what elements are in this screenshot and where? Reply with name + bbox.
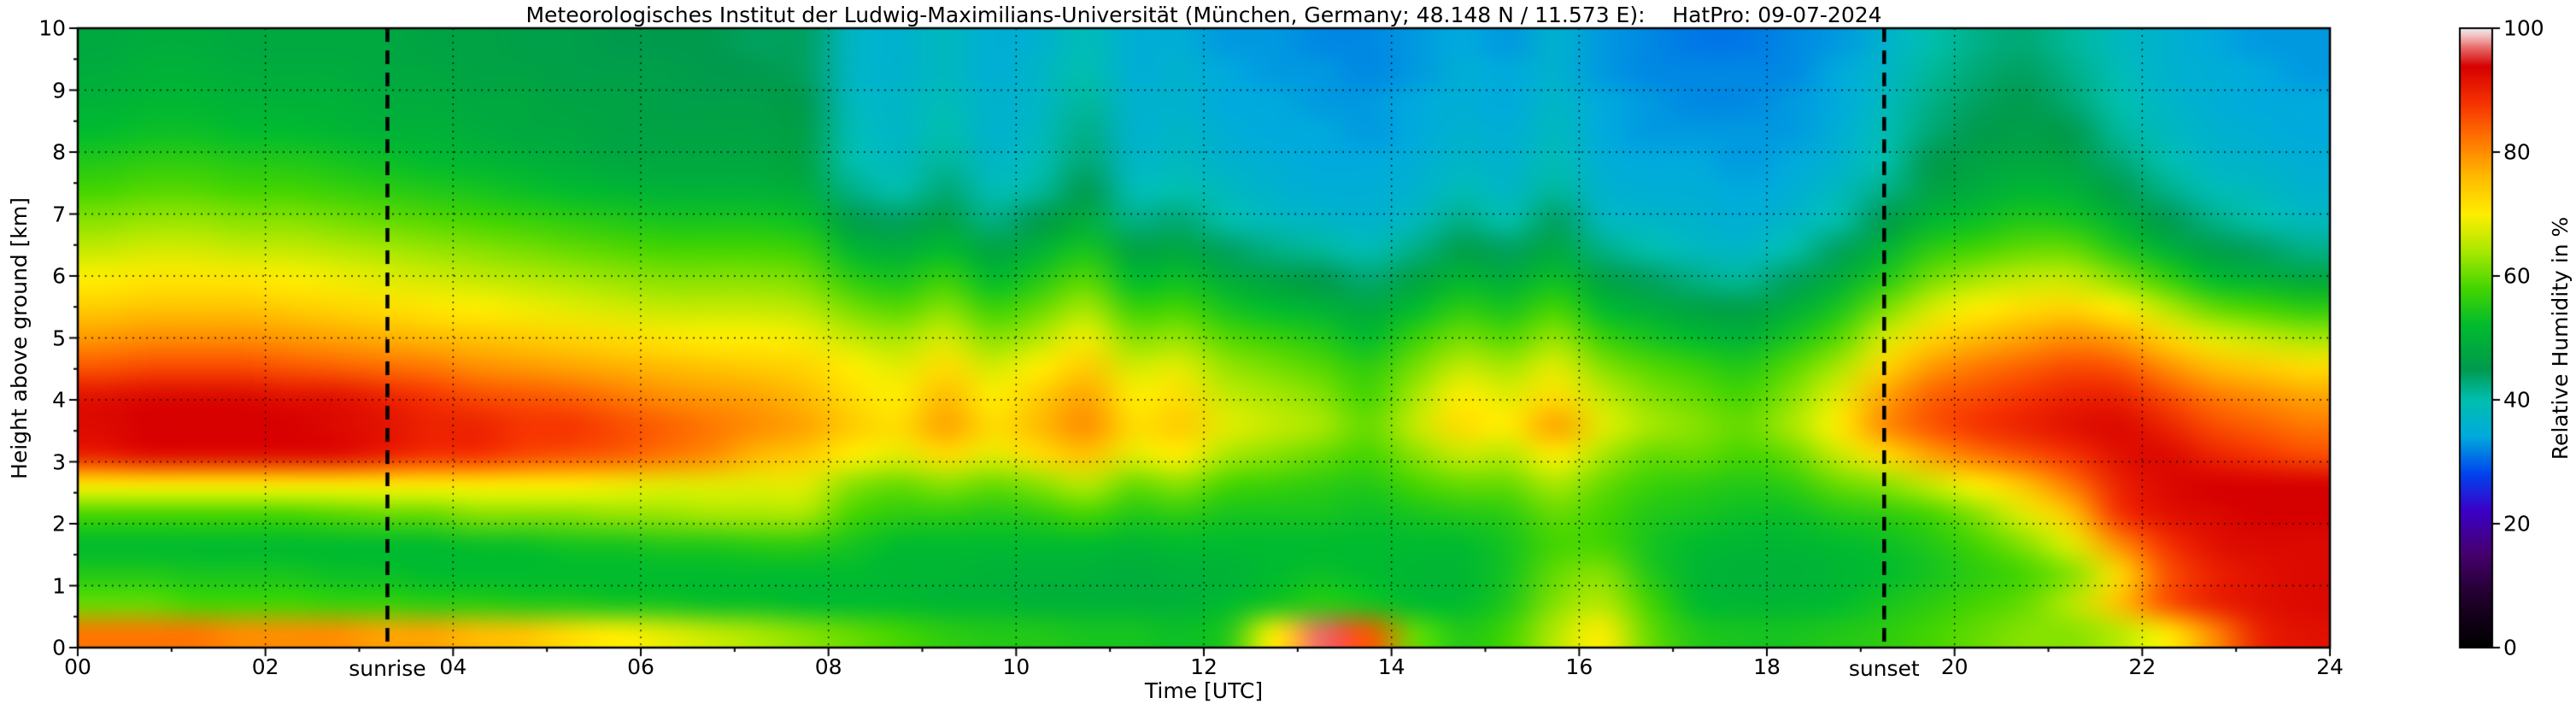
colorbar-label: Relative Humidity in % (2548, 216, 2573, 461)
figure-title: Meteorologisches Institut der Ludwig-Max… (525, 3, 1882, 27)
y-tick-label: 9 (52, 78, 66, 103)
y-axis-label: Height above ground [km] (7, 197, 32, 479)
x-tick-label: 14 (1377, 654, 1405, 679)
sunrise-label: sunrise (349, 656, 426, 681)
x-tick-label: 04 (439, 654, 467, 679)
x-tick-label: 06 (627, 654, 654, 679)
x-tick-label: 20 (1940, 654, 1969, 679)
y-tick-label: 6 (52, 263, 66, 289)
x-tick-label: 18 (1753, 654, 1781, 679)
x-tick-label: 02 (251, 654, 279, 679)
y-tick-label: 7 (52, 202, 66, 226)
y-tick-label: 0 (52, 635, 66, 660)
colorbar-tick-label: 0 (2503, 635, 2517, 660)
colorbar-tick-label: 80 (2503, 139, 2531, 165)
colorbar-tick-label: 60 (2503, 263, 2531, 289)
y-tick-label: 5 (52, 326, 66, 350)
x-tick-label: 00 (64, 654, 91, 679)
x-tick-label: 12 (1190, 654, 1218, 679)
y-tick-label: 8 (52, 139, 66, 165)
x-tick-label: 08 (814, 654, 842, 679)
x-tick-label: 24 (2316, 654, 2344, 679)
y-tick-label: 4 (52, 387, 66, 413)
y-tick-label: 2 (52, 511, 66, 537)
x-tick-label: 16 (1565, 654, 1593, 679)
colorbar-tick-label: 20 (2503, 511, 2531, 537)
colorbar-tick-label: 100 (2503, 15, 2544, 41)
y-tick-label: 3 (52, 449, 66, 474)
x-axis-label: Time [UTC] (1144, 678, 1264, 703)
colorbar-tick-label: 40 (2503, 387, 2531, 413)
y-tick-label: 1 (52, 573, 66, 598)
x-tick-label: 10 (1002, 654, 1030, 679)
sunset-label: sunset (1848, 656, 1920, 681)
y-tick-label: 10 (38, 15, 66, 41)
x-tick-label: 22 (2128, 654, 2156, 679)
